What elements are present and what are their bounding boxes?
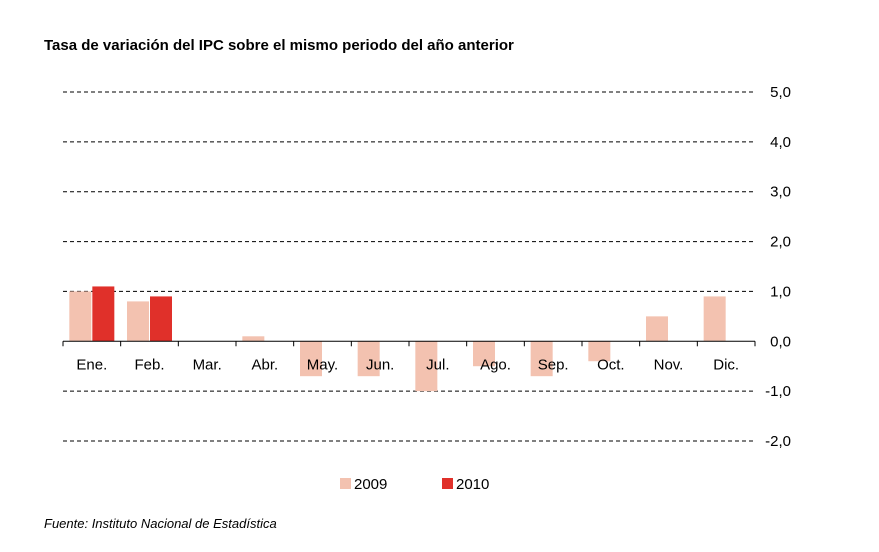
legend: 2009 2010 <box>340 476 489 493</box>
x-tick-label: Jul. <box>426 356 449 373</box>
y-tick-label: 3,0 <box>770 184 791 201</box>
bar-2010-0 <box>92 286 115 342</box>
y-tick-label: 4,0 <box>770 134 791 151</box>
x-tick-label: Nov. <box>654 356 684 373</box>
legend-swatch-2010 <box>442 478 453 489</box>
chart-title: Tasa de variación del IPC sobre el mismo… <box>44 37 514 54</box>
bars <box>69 286 726 392</box>
x-tick-label: Ago. <box>480 356 511 373</box>
x-axis <box>62 340 756 347</box>
source-note: Fuente: Instituto Nacional de Estadístic… <box>44 516 277 531</box>
bar-2009-0 <box>69 291 92 342</box>
bar-2009-3 <box>242 336 265 342</box>
x-tick-label: Sep. <box>538 356 569 373</box>
bar-2009-10 <box>646 316 668 342</box>
y-tick-label: 1,0 <box>770 283 791 300</box>
bar-2010-1 <box>150 296 172 342</box>
y-tick-label: 0,0 <box>770 333 791 350</box>
x-tick-label: Jun. <box>366 356 394 373</box>
legend-label-2009: 2009 <box>354 476 387 493</box>
bar-2009-8 <box>530 341 553 377</box>
bar-2009-4 <box>300 341 322 377</box>
y-tick-label: -1,0 <box>765 383 791 400</box>
x-tick-label: Oct. <box>597 356 625 373</box>
x-tick-label: Feb. <box>134 356 164 373</box>
bar-2009-5 <box>357 341 380 377</box>
gridlines <box>63 91 755 442</box>
y-tick-label: 2,0 <box>770 234 791 251</box>
x-tick-label: Mar. <box>193 356 222 373</box>
x-tick-label: Abr. <box>251 356 278 373</box>
bar-2009-6 <box>415 341 438 392</box>
legend-label-2010: 2010 <box>456 476 489 493</box>
x-tick-label: Dic. <box>713 356 739 373</box>
legend-swatch-2009 <box>340 478 351 489</box>
y-axis-labels: 5,0 4,0 3,0 2,0 1,0 0,0 -1,0 -2,0 <box>765 84 791 450</box>
bar-2009-1 <box>127 301 149 342</box>
x-axis-labels: Ene. Feb. Mar. Abr. May. Jun. Jul. Ago. Sep. Oct.… <box>76 356 739 373</box>
bar-2009-9 <box>588 341 611 362</box>
y-tick-label: -2,0 <box>765 433 791 450</box>
x-tick-label: Ene. <box>76 356 107 373</box>
bar-2009-7 <box>473 341 495 367</box>
y-tick-label: 5,0 <box>770 84 791 101</box>
bar-2009-11 <box>703 296 726 342</box>
x-tick-label: May. <box>307 356 338 373</box>
